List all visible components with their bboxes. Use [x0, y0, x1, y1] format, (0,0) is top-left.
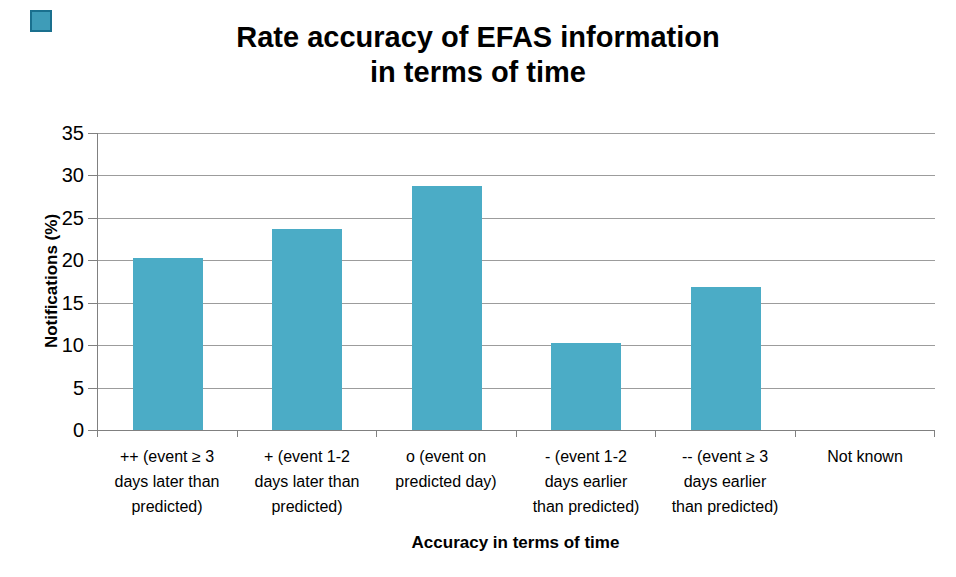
- y-tick-label: 30: [24, 165, 84, 185]
- y-axis-title: Notifications (%): [42, 214, 62, 348]
- x-category-label: -- (event ≥ 3 days earlier than predicte…: [655, 444, 795, 519]
- plot-area: [97, 133, 935, 431]
- x-tick-mark: [237, 430, 238, 437]
- x-tick-mark: [655, 430, 656, 437]
- x-tick-mark: [516, 430, 517, 437]
- x-tick-mark: [376, 430, 377, 437]
- gridline: [98, 260, 935, 261]
- y-tick-label: 15: [24, 293, 84, 313]
- x-category-label: - (event 1-2 days earlier than predicted…: [516, 444, 656, 519]
- x-tick-mark: [934, 430, 935, 437]
- bar: [272, 229, 342, 430]
- y-tick-mark: [88, 430, 97, 431]
- bar: [551, 343, 621, 430]
- chart-canvas: Rate accuracy of EFAS information in ter…: [0, 0, 956, 577]
- gridline: [98, 133, 935, 134]
- x-tick-mark: [795, 430, 796, 437]
- x-axis-title: Accuracy in terms of time: [97, 533, 934, 553]
- gridline: [98, 388, 935, 389]
- gridline: [98, 175, 935, 176]
- bar: [691, 287, 761, 430]
- chart-title: Rate accuracy of EFAS information in ter…: [0, 20, 956, 90]
- bar: [133, 258, 203, 430]
- x-category-label: o (event on predicted day): [376, 444, 516, 494]
- gridline: [98, 345, 935, 346]
- gridline: [98, 303, 935, 304]
- bar: [412, 186, 482, 430]
- y-tick-mark: [88, 345, 97, 346]
- y-tick-label: 25: [24, 208, 84, 228]
- x-category-label: + (event 1-2 days later than predicted): [237, 444, 377, 519]
- x-category-label: Not known: [795, 444, 935, 469]
- y-tick-label: 10: [24, 335, 84, 355]
- y-tick-label: 5: [24, 378, 84, 398]
- x-tick-mark: [97, 430, 98, 437]
- gridline: [98, 218, 935, 219]
- y-tick-mark: [88, 260, 97, 261]
- y-tick-label: 20: [24, 250, 84, 270]
- y-tick-mark: [88, 388, 97, 389]
- y-tick-mark: [88, 175, 97, 176]
- x-category-label: ++ (event ≥ 3 days later than predicted): [97, 444, 237, 519]
- y-tick-label: 35: [24, 123, 84, 143]
- y-tick-mark: [88, 303, 97, 304]
- y-tick-mark: [88, 133, 97, 134]
- y-tick-label: 0: [24, 420, 84, 440]
- y-tick-mark: [88, 218, 97, 219]
